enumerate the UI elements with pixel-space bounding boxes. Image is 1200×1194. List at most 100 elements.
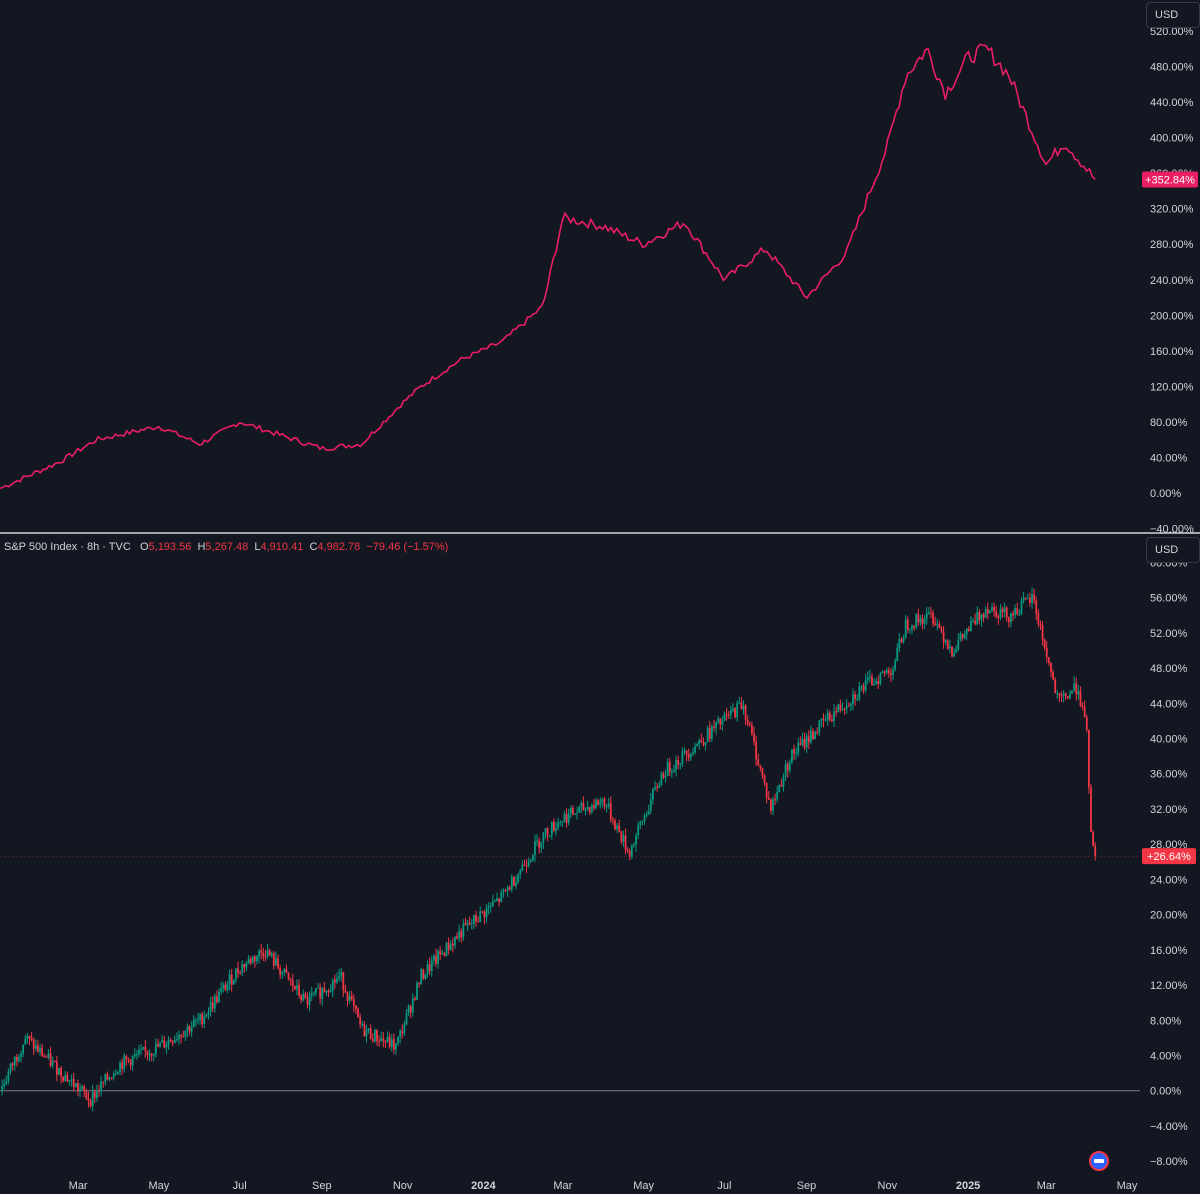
candle[interactable] (689, 752, 692, 762)
candle[interactable] (546, 826, 549, 842)
candle[interactable] (1014, 604, 1017, 619)
candle[interactable] (662, 771, 665, 780)
candle[interactable] (668, 757, 671, 777)
candle[interactable] (1073, 676, 1076, 692)
candle[interactable] (293, 985, 296, 991)
candle[interactable] (569, 805, 572, 819)
candle[interactable] (226, 981, 229, 994)
candle[interactable] (491, 894, 494, 908)
candle[interactable] (675, 755, 677, 777)
candle[interactable] (1047, 656, 1050, 666)
candle[interactable] (296, 979, 298, 996)
candle[interactable] (150, 1052, 153, 1062)
candle[interactable] (359, 1013, 362, 1029)
candle[interactable] (692, 747, 694, 757)
candle[interactable] (660, 771, 663, 787)
candle[interactable] (911, 624, 913, 635)
candle[interactable] (742, 700, 745, 715)
candle[interactable] (1092, 830, 1095, 847)
candle[interactable] (934, 616, 937, 626)
candle[interactable] (915, 613, 918, 630)
candle[interactable] (123, 1052, 126, 1073)
candle[interactable] (936, 618, 939, 631)
candle[interactable] (34, 1039, 37, 1052)
candle[interactable] (329, 984, 332, 993)
candle[interactable] (633, 842, 635, 848)
candle[interactable] (744, 703, 747, 726)
candle[interactable] (367, 1027, 370, 1034)
candle[interactable] (140, 1044, 143, 1055)
candle[interactable] (529, 858, 532, 863)
candle[interactable] (841, 702, 844, 712)
candle[interactable] (1029, 592, 1031, 607)
candle[interactable] (1005, 606, 1008, 622)
candle[interactable] (222, 981, 225, 993)
candle[interactable] (266, 943, 269, 960)
candle[interactable] (637, 821, 640, 840)
candle[interactable] (849, 701, 852, 712)
candle[interactable] (599, 797, 602, 809)
candle[interactable] (390, 1034, 393, 1052)
candle[interactable] (957, 633, 960, 652)
candle[interactable] (1, 1079, 4, 1096)
candle[interactable] (142, 1046, 145, 1051)
candle[interactable] (873, 678, 875, 686)
candle[interactable] (234, 968, 237, 984)
candle[interactable] (466, 919, 469, 931)
candle[interactable] (245, 961, 248, 972)
candle[interactable] (588, 806, 591, 815)
candle[interactable] (485, 903, 488, 923)
candle[interactable] (131, 1054, 134, 1071)
candle[interactable] (624, 828, 627, 855)
candle[interactable] (1075, 677, 1078, 701)
candle[interactable] (489, 902, 492, 913)
candle[interactable] (350, 990, 353, 1002)
candle[interactable] (449, 939, 452, 951)
candle[interactable] (447, 937, 450, 955)
candle[interactable] (91, 1084, 94, 1112)
candle[interactable] (793, 744, 795, 761)
candle[interactable] (1083, 700, 1086, 718)
candle[interactable] (681, 747, 684, 768)
candle[interactable] (736, 700, 739, 722)
candle[interactable] (346, 991, 349, 1007)
candle[interactable] (515, 875, 517, 890)
candle[interactable] (953, 647, 956, 658)
candle[interactable] (380, 1031, 383, 1043)
candle[interactable] (279, 964, 282, 980)
candle[interactable] (948, 639, 951, 653)
candle[interactable] (890, 668, 892, 683)
candle[interactable] (1090, 783, 1092, 832)
candle[interactable] (125, 1054, 128, 1066)
candle[interactable] (961, 633, 964, 642)
candle[interactable] (15, 1053, 18, 1067)
candle[interactable] (871, 673, 873, 686)
candle[interactable] (182, 1030, 185, 1038)
candle[interactable] (938, 620, 941, 629)
candle[interactable] (1058, 692, 1061, 703)
candle[interactable] (715, 721, 718, 735)
candle[interactable] (260, 943, 263, 960)
candle[interactable] (32, 1037, 35, 1056)
candle[interactable] (525, 859, 528, 874)
candle[interactable] (230, 968, 233, 992)
candle[interactable] (620, 830, 623, 845)
candle[interactable] (1041, 621, 1044, 646)
candle[interactable] (308, 991, 311, 1012)
candle[interactable] (371, 1032, 374, 1043)
candle[interactable] (397, 1035, 399, 1047)
candle[interactable] (894, 658, 897, 672)
candle[interactable] (378, 1035, 381, 1047)
candle[interactable] (315, 988, 317, 997)
candle[interactable] (169, 1037, 172, 1043)
candle[interactable] (432, 953, 435, 966)
candle[interactable] (7, 1068, 10, 1085)
candle[interactable] (304, 991, 307, 999)
candle[interactable] (622, 830, 625, 848)
candle[interactable] (980, 613, 983, 627)
candle[interactable] (1071, 690, 1073, 694)
candle[interactable] (984, 606, 987, 619)
candle[interactable] (967, 626, 970, 632)
candle[interactable] (635, 832, 637, 852)
candle[interactable] (154, 1038, 157, 1058)
